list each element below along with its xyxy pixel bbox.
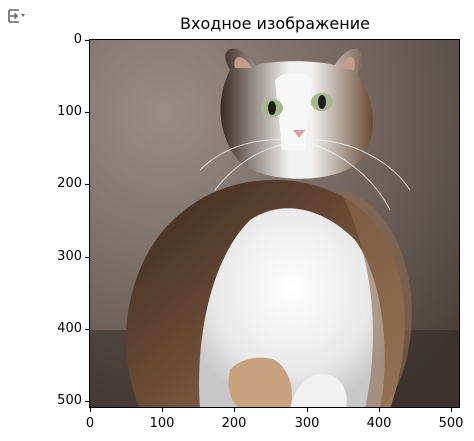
ytick-label: 400 [57, 321, 82, 336]
output-toggle-icon[interactable] [6, 6, 28, 26]
ytick-mark [85, 40, 89, 41]
xtick-mark [162, 408, 163, 412]
ytick-label: 300 [57, 249, 82, 264]
image-axes [89, 39, 460, 408]
plot-title: Входное изображение [180, 14, 370, 33]
xtick-mark [234, 408, 235, 412]
xtick-label: 300 [294, 416, 320, 431]
ytick-mark [85, 184, 89, 185]
ytick-mark [85, 401, 89, 402]
ytick-label: 100 [57, 104, 82, 119]
xtick-label: 0 [85, 416, 95, 431]
xtick-label: 100 [149, 416, 175, 431]
photo-image [90, 40, 459, 407]
xtick-mark [379, 408, 380, 412]
ytick-mark [85, 257, 89, 258]
xtick-mark [90, 408, 91, 412]
xtick-label: 500 [438, 416, 464, 431]
ytick-label: 200 [57, 176, 82, 191]
xtick-mark [307, 408, 308, 412]
ytick-mark [85, 329, 89, 330]
xtick-mark [451, 408, 452, 412]
xtick-label: 400 [366, 416, 392, 431]
ytick-label: 0 [73, 32, 82, 47]
xtick-label: 200 [221, 416, 247, 431]
ytick-label: 500 [57, 393, 82, 408]
ytick-mark [85, 112, 89, 113]
